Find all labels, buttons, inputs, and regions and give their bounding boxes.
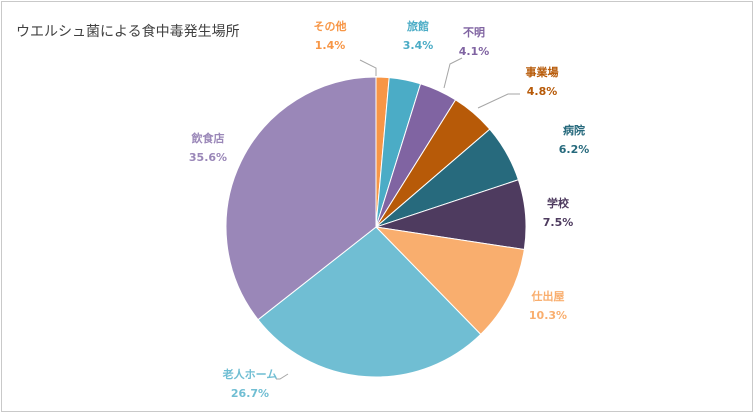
slice-value-label: 7.5% [543, 216, 574, 229]
slice-value-label: 3.4% [403, 39, 434, 52]
slice-label: 旅館 [407, 19, 429, 33]
slice-label: 老人ホーム [222, 367, 278, 381]
chart-title: ウエルシュ菌による食中毒発生場所 [16, 24, 240, 40]
leader-line [477, 93, 520, 109]
pie-slice [225, 76, 377, 321]
slice-value-label: 4.1% [459, 45, 490, 58]
slice-label: 病院 [563, 123, 585, 137]
slice-label: 学校 [547, 196, 570, 210]
leader-line [359, 59, 377, 76]
leader-line [276, 373, 289, 380]
pie-slice [374, 226, 525, 336]
slice-value-label: 1.4% [315, 39, 346, 52]
slice-label: その他 [314, 19, 347, 33]
slice-value-label: 10.3% [529, 309, 567, 322]
leader-line [443, 57, 463, 89]
slice-value-label: 26.7% [231, 387, 269, 400]
slice-value-label: 6.2% [559, 143, 590, 156]
slice-value-label: 4.8% [527, 85, 558, 98]
slice-label: 飲食店 [191, 131, 225, 145]
pie-slice [257, 226, 482, 378]
slice-value-label: 35.6% [189, 151, 227, 164]
slice-label: 不明 [463, 26, 485, 39]
slice-label: 事業場 [526, 65, 559, 79]
slice-label: 仕出屋 [531, 289, 565, 303]
